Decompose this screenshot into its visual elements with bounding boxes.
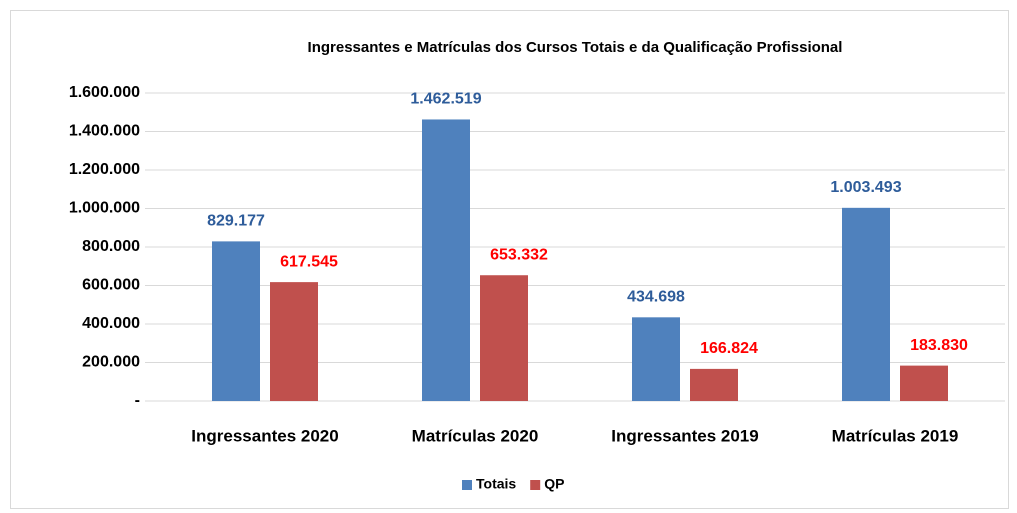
value-label: 1.003.493 [830,179,901,196]
bar [900,365,948,401]
value-label: 653.332 [490,246,548,263]
bar [842,207,890,401]
value-label: 166.824 [700,340,758,357]
bar [270,282,318,401]
x-tick-label: Matrículas 2019 [832,426,959,445]
y-tick-label: 800.000 [82,238,140,255]
legend-swatch [530,480,541,490]
x-tick-label: Ingressantes 2020 [191,426,338,445]
bar [422,119,470,402]
y-tick-label: 1.200.000 [69,161,140,178]
y-tick-label: 1.400.000 [69,123,140,140]
legend-swatch [462,480,472,490]
x-tick-label: Ingressantes 2019 [611,426,758,445]
bar [212,241,260,401]
value-label: 617.545 [280,253,338,270]
value-label: 1.462.519 [410,91,481,108]
value-label: 829.177 [207,213,265,230]
value-label: 434.698 [627,289,685,306]
chart-title: Ingressantes e Matrículas dos Cursos Tot… [308,39,843,56]
bar [480,275,528,401]
y-tick-label: 1.600.000 [69,84,140,101]
y-tick-label: 1.000.000 [69,200,140,217]
legend-label: QP [544,476,564,492]
bar [690,368,738,401]
value-label: 183.830 [910,337,968,354]
y-tick-label: 600.000 [82,277,140,294]
y-tick-label: 400.000 [82,315,140,332]
y-tick-label: - [135,392,140,409]
x-tick-label: Matrículas 2020 [412,426,539,445]
legend-label: Totais [476,476,516,492]
y-tick-label: 200.000 [82,354,140,371]
bar [632,317,680,401]
